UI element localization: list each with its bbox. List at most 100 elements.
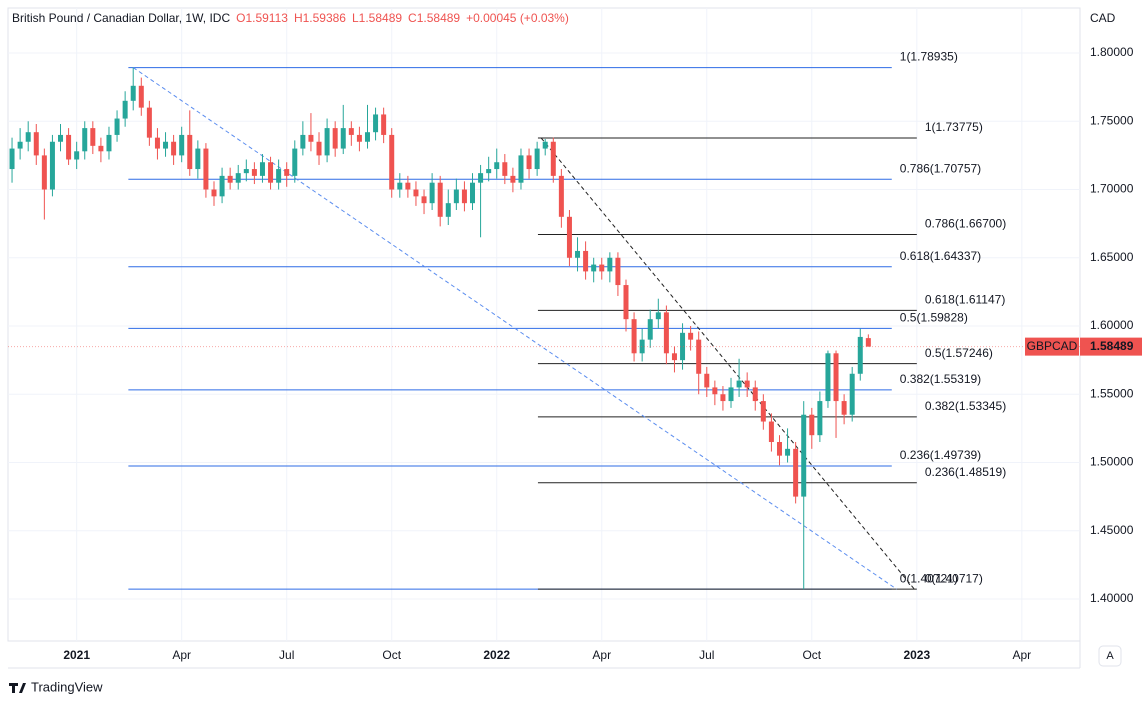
candle-body	[235, 173, 241, 183]
fib-label: 0(1.40721)	[900, 571, 958, 585]
candle-body	[607, 257, 613, 272]
candle-body	[90, 128, 96, 146]
candle-body	[187, 134, 193, 170]
candle-body	[542, 141, 548, 149]
price-tag-label: 1.58489	[1090, 339, 1134, 353]
candle-body	[696, 339, 702, 374]
candle-body	[437, 182, 443, 217]
candle-body	[510, 175, 516, 183]
logo	[9, 683, 26, 693]
x-tick-label: Jul	[279, 648, 294, 662]
x-tick-label: 2023	[903, 648, 930, 662]
candle-body	[373, 114, 379, 133]
y-tick-label: 1.60000	[1090, 318, 1134, 332]
candle-body	[389, 134, 395, 190]
candle-body	[429, 182, 435, 204]
candle-body	[583, 250, 589, 272]
candle-body	[171, 141, 177, 156]
fib-label: 0(1.40717)	[925, 571, 983, 585]
candle-body	[558, 175, 564, 217]
candle-body	[639, 339, 645, 354]
fib-label: 0.5(1.57246)	[925, 346, 993, 360]
candle-body	[316, 141, 322, 156]
candle-body	[793, 448, 799, 497]
y-tick-label: 1.55000	[1090, 386, 1134, 400]
candle-body	[219, 175, 225, 197]
candle-body	[655, 312, 661, 320]
candle-body	[114, 118, 120, 135]
candle-body	[292, 148, 298, 176]
header-field: H1.59386	[294, 11, 346, 25]
candle-body	[348, 128, 354, 135]
y-tick-label: 1.45000	[1090, 523, 1134, 537]
candle-body	[74, 151, 80, 160]
fib-label: 0.382(1.55319)	[900, 372, 981, 386]
candle-body	[833, 353, 839, 402]
candle-body	[33, 132, 39, 156]
brand: TradingView	[31, 679, 103, 694]
fib-label: 0.618(1.61147)	[925, 293, 1006, 307]
candle-body	[865, 338, 871, 347]
candle-body	[857, 336, 863, 374]
candle-body	[9, 148, 15, 170]
header: British Pound / Canadian Dollar, 1W, IDC…	[12, 11, 569, 25]
candle-body	[534, 148, 540, 170]
candle-body	[461, 189, 467, 204]
x-tick-label: Oct	[382, 648, 401, 662]
candle-body	[768, 421, 774, 443]
candle-body	[744, 380, 750, 388]
candle-body	[106, 134, 112, 152]
candle-body	[720, 394, 726, 402]
candle-body	[752, 387, 758, 402]
fib-label: 0.5(1.59828)	[900, 311, 968, 325]
x-tick-label: Apr	[592, 648, 611, 662]
candle-body	[284, 169, 290, 176]
currency: CAD	[1090, 11, 1116, 25]
candle-body	[332, 128, 338, 149]
trend-line	[132, 67, 897, 590]
candle-body	[146, 107, 152, 138]
candle-body	[41, 155, 47, 190]
candle-body	[445, 203, 451, 217]
candle-body	[825, 353, 831, 402]
header-field: C1.58489	[408, 11, 460, 25]
candle-body	[785, 448, 791, 456]
x-tick-label: Apr	[1012, 648, 1031, 662]
candle-body	[615, 257, 621, 286]
header-field: O1.59113	[236, 11, 288, 25]
candle-body	[494, 162, 500, 170]
candle-body	[550, 141, 556, 176]
candle-body	[591, 264, 597, 272]
candle-body	[276, 169, 282, 183]
candle-body	[566, 216, 572, 258]
candle-body	[66, 134, 72, 160]
x-tick-label: 2021	[63, 648, 90, 662]
candle-body	[98, 145, 104, 152]
candle-body	[405, 182, 411, 190]
candle-body	[575, 250, 581, 258]
header-field: L1.58489	[352, 11, 402, 25]
candle-body	[308, 134, 314, 142]
fib-label: 1(1.78935)	[900, 50, 958, 64]
auto-scale-label[interactable]: A	[1106, 650, 1114, 662]
x-tick-label: Oct	[802, 648, 821, 662]
fib-label: 0.236(1.48519)	[925, 465, 1006, 479]
y-tick-label: 1.50000	[1090, 455, 1134, 469]
x-tick-label: Jul	[699, 648, 714, 662]
y-tick-label: 1.80000	[1090, 45, 1134, 59]
candle-body	[300, 134, 306, 149]
candle-body	[203, 148, 209, 190]
candle-body	[179, 134, 185, 156]
fib-label: 0.382(1.53345)	[925, 399, 1006, 413]
plot-frame	[7, 7, 1081, 642]
fib-label: 0.786(1.70757)	[900, 161, 981, 175]
auto-scale-button[interactable]	[1098, 645, 1122, 667]
candle-body	[631, 319, 637, 354]
candle-body	[259, 162, 265, 176]
candle-body	[154, 137, 160, 149]
candle-body	[817, 401, 823, 436]
candle-body	[728, 387, 734, 402]
candle-body	[381, 114, 387, 135]
fib-label: 0.786(1.66700)	[925, 217, 1006, 231]
candle-body	[268, 162, 274, 183]
